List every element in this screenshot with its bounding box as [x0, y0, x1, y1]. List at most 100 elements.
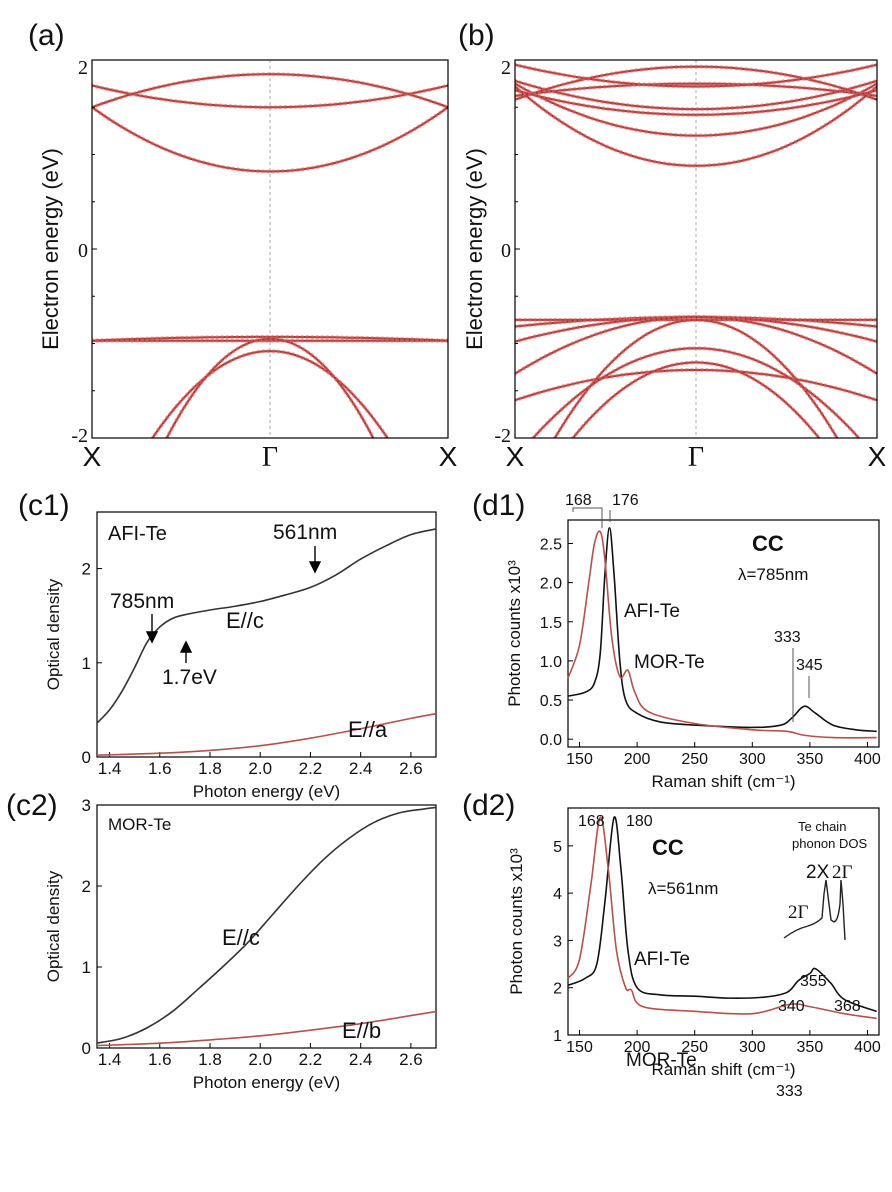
panel-label-d2: (d2)	[462, 789, 515, 822]
band-markers	[515, 81, 877, 98]
y-tick-label: 1	[82, 654, 91, 673]
y-tick-label: -2	[71, 425, 88, 447]
band-markers	[515, 368, 877, 403]
c1-sample-label: AFI-Te	[108, 523, 167, 545]
series-line-mor-te	[567, 816, 877, 1020]
c1-arrows	[145, 546, 322, 663]
y-tick-label: 0	[501, 240, 511, 262]
x-tick-label: 150	[566, 1039, 593, 1056]
d2-wavelength: λ=561nm	[648, 879, 718, 898]
d2-afi-label: AFI-Te	[634, 949, 690, 970]
c2-ec-label: E//c	[222, 925, 260, 950]
x-tick-label: 400	[854, 1039, 881, 1056]
x-tick-label: 1.6	[148, 759, 172, 778]
series-line-afi-te	[567, 527, 877, 733]
inset-title-2: phonon DOS	[792, 836, 867, 851]
y-tick-label: 2	[82, 560, 91, 579]
y-tick-label: 4	[553, 886, 562, 903]
x-tick-label: 2.2	[299, 759, 323, 778]
inset-label-2x: 2X	[806, 862, 830, 883]
y-axis-label: Photon counts x10³	[507, 848, 526, 995]
k-point-label: X	[439, 441, 458, 472]
band-markers	[515, 78, 877, 112]
series-line-e-b	[96, 1010, 437, 1047]
x-tick-label: 250	[681, 1039, 708, 1056]
c1-ec-label: E//c	[226, 608, 264, 633]
x-tick-label: 2.0	[248, 759, 272, 778]
optical-density-c1: 1.4 1.6 1.8 2.0 2.2 2.4 2.6 0 1 2 Photon energy (e…	[44, 511, 437, 801]
x-tick-label: 150	[566, 751, 593, 768]
y-tick-label: 1	[553, 1028, 562, 1045]
y-tick-label: 2.0	[540, 576, 562, 593]
x-tick-label: 300	[739, 751, 766, 768]
axes-frame	[96, 804, 437, 1049]
band-markers	[150, 349, 390, 438]
inset-title-1: Te chain	[798, 819, 846, 834]
band-markers	[515, 64, 877, 102]
panel-label-c2: (c2)	[6, 789, 58, 822]
k-point-label: X	[506, 441, 525, 472]
k-point-label: X	[83, 441, 102, 472]
k-point-label: X	[868, 441, 887, 472]
y-tick-label: 3	[553, 933, 562, 950]
y-tick-label: 2	[501, 57, 511, 79]
x-axis-label: Photon energy (eV)	[193, 1073, 340, 1092]
y-axis-label: Electron energy (eV)	[462, 148, 487, 350]
band-markers	[92, 72, 448, 110]
d1-afi-label: AFI-Te	[624, 601, 680, 622]
d1-mor-label: MOR-Te	[634, 652, 705, 673]
y-tick-label: 5	[553, 839, 562, 856]
y-tick-label: 1.5	[540, 615, 562, 632]
d2-inset: Te chain phonon DOS 2X 2Γ 2Γ	[783, 819, 867, 941]
x-tick-label: 1.4	[98, 759, 122, 778]
band-markers	[515, 88, 877, 117]
x-tick-label: 200	[624, 1039, 651, 1056]
y-tick-label: 2.5	[540, 536, 562, 553]
y-tick-label: 1.0	[540, 654, 562, 671]
inset-dos-curve	[783, 879, 846, 941]
k-point-label: Γ	[688, 442, 704, 473]
series-line-e-c	[96, 806, 437, 1044]
series-line-afi-te	[567, 816, 877, 1013]
c1-785-label: 785nm	[110, 590, 174, 613]
x-tick-label: 350	[797, 1039, 824, 1056]
d2-peak-168: 168	[578, 813, 605, 830]
optical-density-c2: 1.4 1.6 1.8 2.0 2.2 2.4 2.6 0 1 2 3 Photon energy (…	[44, 796, 437, 1092]
c2-eb-label: E//b	[342, 1018, 381, 1043]
band-markers	[515, 81, 877, 138]
band-markers	[92, 105, 448, 174]
x-tick-label: 250	[681, 751, 708, 768]
x-tick-label: 300	[739, 1039, 766, 1056]
y-tick-label: 2	[82, 877, 91, 896]
axes-frame	[96, 511, 437, 758]
x-axis-label: Raman shift (cm⁻¹)	[651, 1060, 795, 1079]
bands	[92, 72, 448, 438]
c1-ea-label: E//a	[348, 717, 388, 742]
panel-label-b: (b)	[458, 19, 495, 52]
x-tick-label: 1.6	[148, 1050, 172, 1069]
y-tick-label: 0	[78, 240, 88, 262]
x-tick-label: 2.6	[399, 759, 423, 778]
raman-d1: 150 200 250 300 350 400 0.0 0.5 1.0 1.5 2.0 2.5 Rama…	[505, 519, 881, 791]
band-markers	[515, 62, 877, 89]
d1-peak-345: 345	[796, 657, 823, 674]
panel-label-a: (a)	[28, 19, 65, 52]
x-axis-label: Raman shift (cm⁻¹)	[651, 772, 795, 791]
k-point-label: Γ	[262, 442, 278, 473]
d2-peak-355: 355	[800, 973, 827, 990]
y-axis-label: Electron energy (eV)	[38, 148, 63, 350]
y-tick-label: 0.5	[540, 693, 562, 710]
y-axis-label: Optical density	[44, 578, 63, 690]
x-tick-label: 200	[624, 751, 651, 768]
y-tick-label: -2	[494, 425, 511, 447]
axes-frame	[567, 519, 880, 748]
axes-frame	[567, 807, 880, 1036]
d2-mor-label: MOR-Te	[626, 1050, 697, 1071]
c2-sample-label: MOR-Te	[108, 815, 171, 834]
x-axis-label: Photon energy (eV)	[193, 782, 340, 801]
y-tick-label: 1	[82, 958, 91, 977]
inset-label-2g-left: 2Γ	[788, 902, 809, 923]
band-markers	[92, 83, 448, 110]
